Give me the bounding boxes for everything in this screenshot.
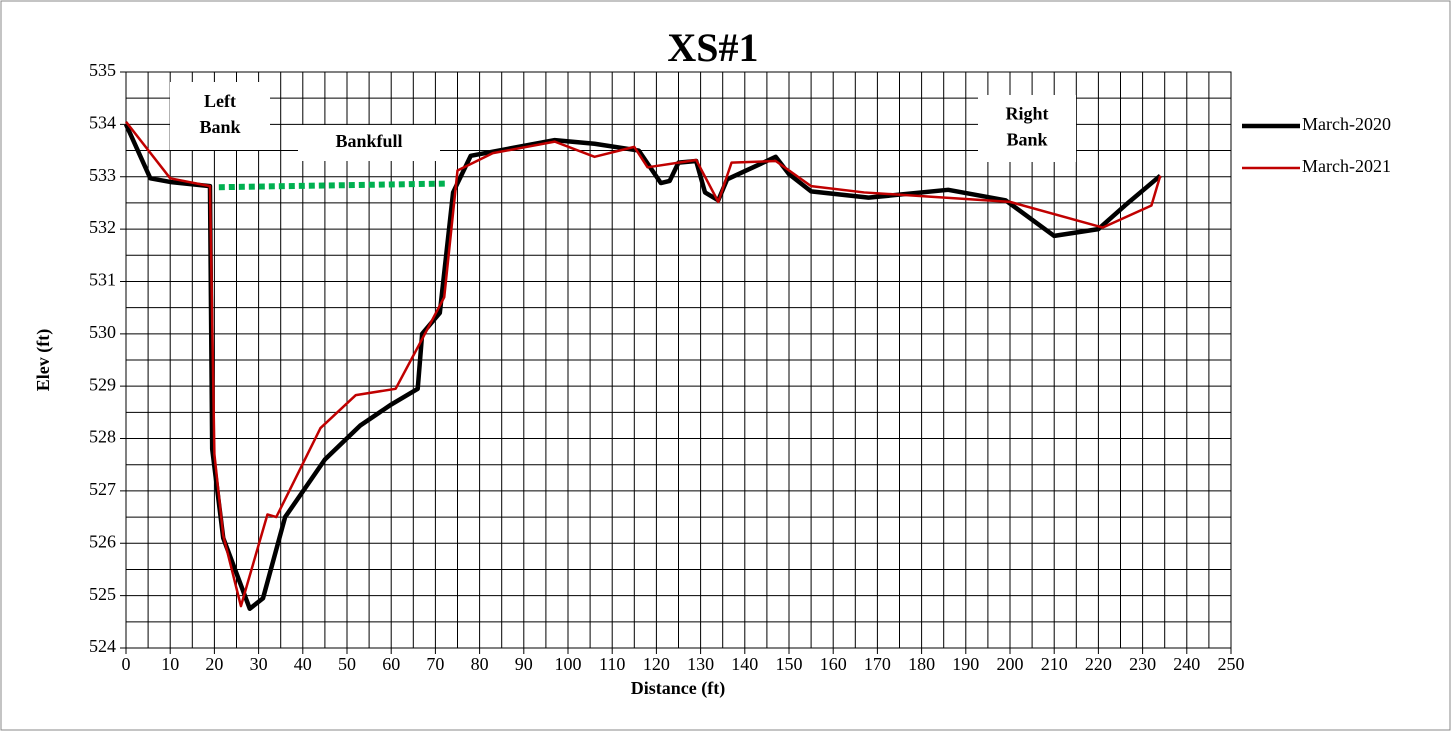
y-tick-label: 528	[89, 427, 116, 447]
x-tick-label: 150	[776, 654, 803, 674]
plot-frame	[125, 71, 1232, 649]
annotation: Bank	[199, 117, 240, 137]
x-tick-label: 60	[382, 654, 400, 674]
legend-label: March-2021	[1302, 156, 1391, 176]
y-tick-label: 534	[89, 112, 116, 132]
annotation-box	[170, 82, 270, 150]
data-line	[123, 123, 1162, 611]
x-tick-label: 50	[338, 654, 356, 674]
annotation: Left	[204, 91, 236, 111]
y-tick-label: 532	[89, 217, 116, 237]
x-tick-label: 120	[643, 654, 670, 674]
annotation: Bankfull	[335, 131, 402, 151]
x-tick-label: 220	[1085, 654, 1112, 674]
x-axis-label: Distance (ft)	[631, 678, 725, 699]
x-tick-label: 70	[426, 654, 444, 674]
x-tick-label: 180	[908, 654, 935, 674]
x-tick-label: 190	[952, 654, 979, 674]
y-tick-label: 529	[89, 374, 116, 394]
y-tick-label: 527	[89, 479, 116, 499]
y-tick-label: 535	[89, 60, 116, 80]
x-tick-label: 20	[205, 654, 223, 674]
y-tick-label: 526	[89, 531, 116, 551]
bankfull-line	[218, 180, 449, 191]
x-tick-label: 130	[687, 654, 714, 674]
legend-label: March-2020	[1302, 114, 1391, 134]
x-tick-label: 10	[161, 654, 179, 674]
x-tick-label: 40	[294, 654, 312, 674]
annotation: Bank	[1006, 130, 1047, 150]
annotation-box	[298, 125, 440, 161]
x-tick-label: 250	[1218, 654, 1245, 674]
chart-title: XS#1	[667, 25, 758, 70]
x-tick-label: 30	[250, 654, 268, 674]
x-tick-label: 240	[1173, 654, 1200, 674]
y-tick-label: 531	[89, 270, 116, 290]
x-tick-label: 160	[820, 654, 847, 674]
x-tick-label: 170	[864, 654, 891, 674]
x-tick-label: 230	[1129, 654, 1156, 674]
y-axis-label: Elev (ft)	[33, 329, 54, 391]
y-tick-label: 525	[89, 584, 116, 604]
x-tick-label: 100	[555, 654, 582, 674]
y-tick-label: 530	[89, 322, 116, 342]
x-tick-label: 140	[731, 654, 758, 674]
y-tick-label: 533	[89, 165, 116, 185]
y-tick-label: 524	[89, 636, 116, 656]
x-tick-label: 200	[997, 654, 1024, 674]
x-tick-label: 90	[515, 654, 533, 674]
x-tick-label: 80	[471, 654, 489, 674]
annotation: Right	[1005, 104, 1048, 124]
x-tick-label: 110	[599, 654, 625, 674]
x-tick-label: 0	[122, 654, 131, 674]
data-line	[125, 120, 1162, 608]
x-tick-label: 210	[1041, 654, 1068, 674]
annotation-box	[978, 95, 1076, 162]
